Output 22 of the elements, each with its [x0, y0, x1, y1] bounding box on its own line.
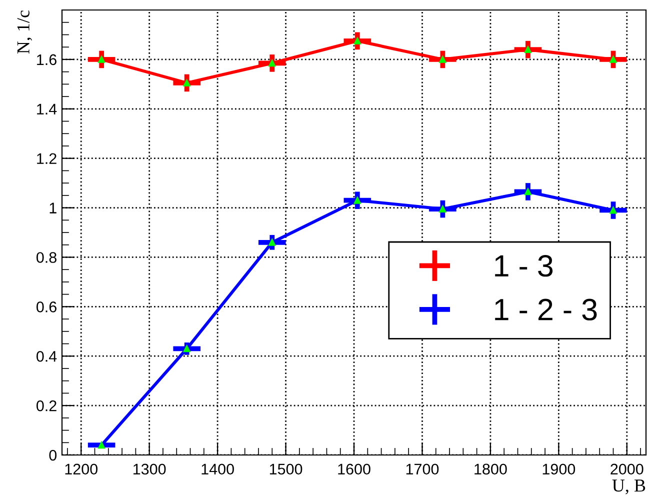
y-tick-label: 0.4: [36, 350, 57, 362]
legend-label: 1 - 3: [495, 255, 553, 277]
x-tick-label: 1200: [65, 464, 98, 475]
y-tick-label: 0: [49, 450, 57, 461]
y-tick-label: 0.2: [36, 400, 56, 412]
y-tick-label: 0.6: [36, 302, 56, 312]
y-tick-label: 1.6: [37, 54, 56, 66]
x-tick-label: 1500: [270, 464, 302, 475]
legend-label: 1 - 2 - 3: [495, 298, 597, 320]
x-tick-label: 1700: [406, 464, 439, 475]
x-tick-label: 2000: [610, 464, 644, 475]
y-tick-label: 1.2: [37, 153, 56, 164]
x-tick-label: 1900: [542, 464, 576, 475]
x-tick-label: 1600: [338, 464, 370, 475]
x-tick-label: 1400: [202, 464, 234, 475]
y-tick-label: 0.8: [36, 252, 56, 263]
y-tick-label: 1: [50, 202, 56, 214]
x-axis-title: U, В: [612, 480, 646, 494]
y-tick-label: 1.4: [37, 104, 57, 114]
x-tick-label: 1800: [474, 464, 507, 475]
x-tick-label: 1300: [134, 464, 166, 475]
y-axis-title: N, 1/c: [17, 10, 32, 54]
